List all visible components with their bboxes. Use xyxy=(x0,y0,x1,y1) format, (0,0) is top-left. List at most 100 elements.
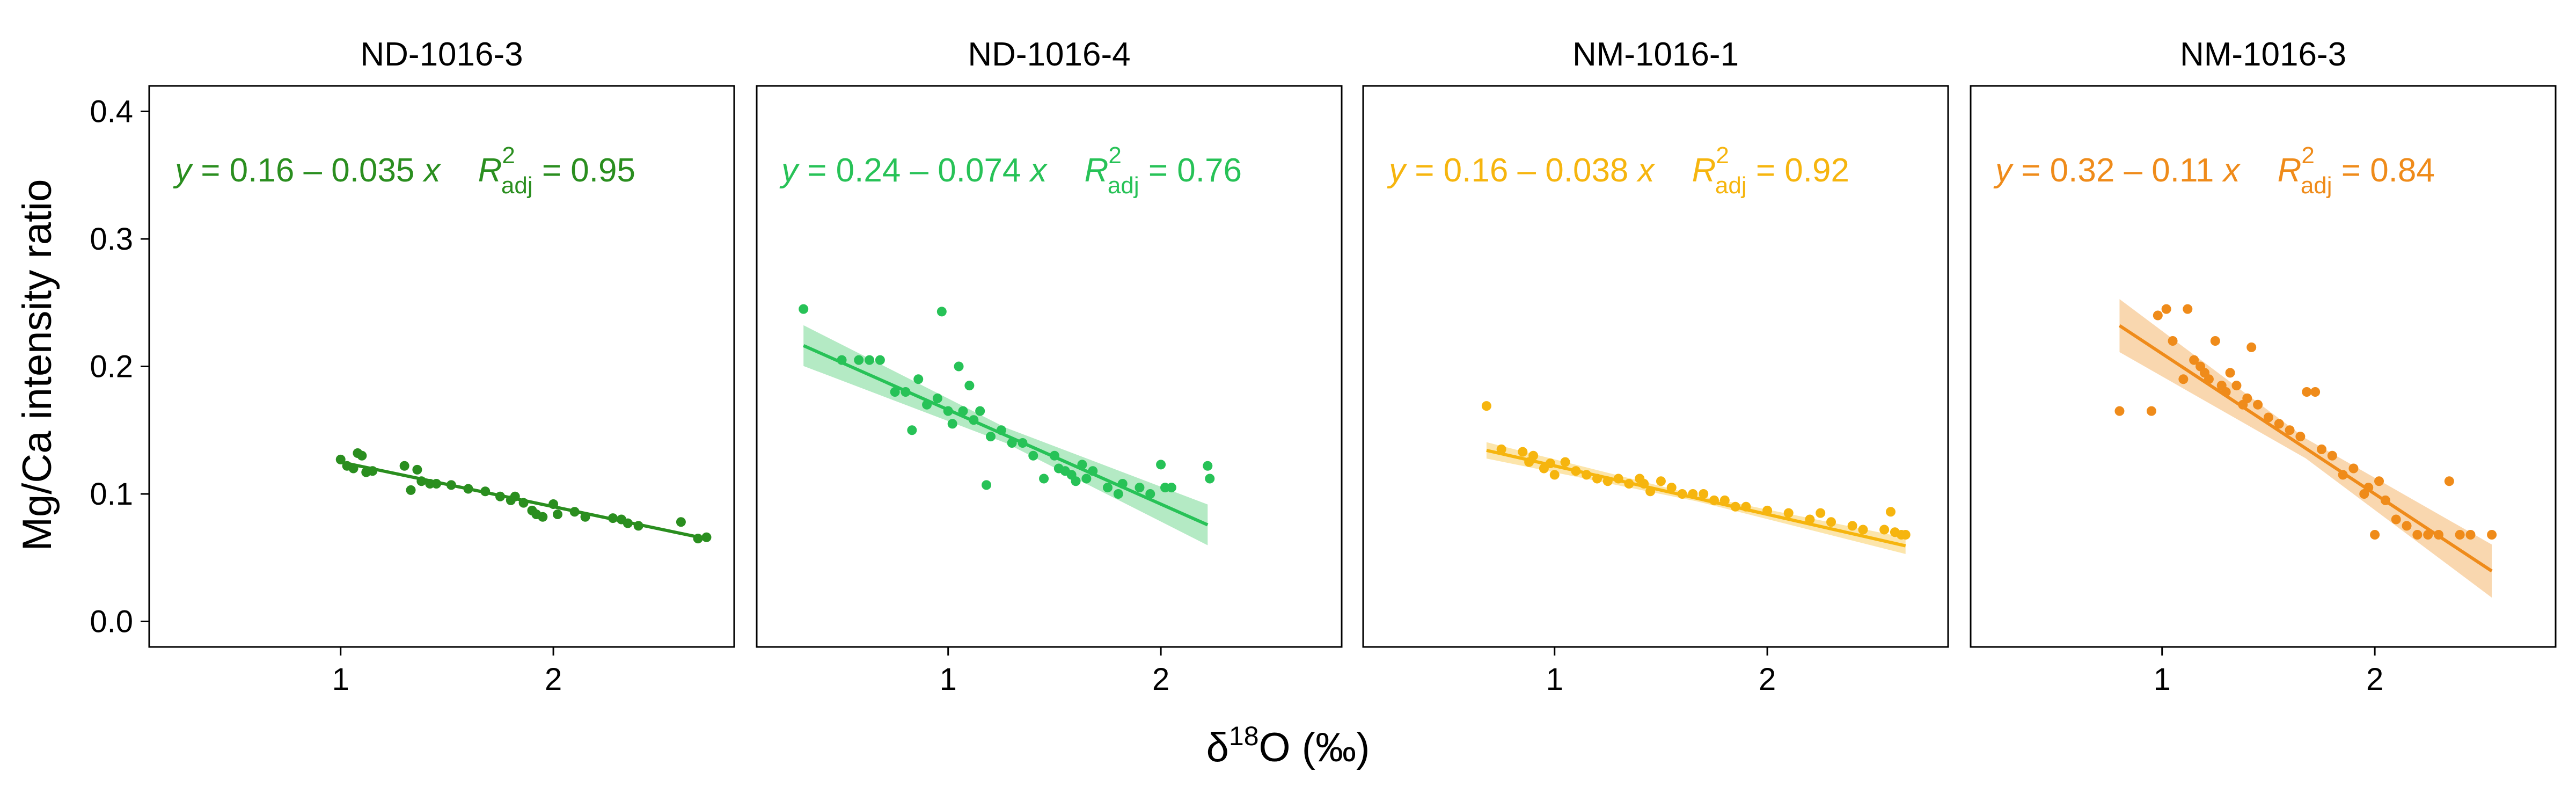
data-point xyxy=(2370,530,2380,540)
data-point xyxy=(2114,406,2125,416)
equation-r-sup: 2 xyxy=(1108,142,1121,169)
data-point xyxy=(2487,530,2497,540)
data-point xyxy=(2161,304,2171,314)
data-point xyxy=(2348,463,2359,474)
equation-r: R xyxy=(2278,152,2302,189)
data-point xyxy=(890,387,900,397)
equation-r: R xyxy=(1085,152,1109,189)
y-tick-label: 0.4 xyxy=(90,94,133,129)
data-point xyxy=(676,517,686,527)
data-point xyxy=(1518,447,1528,457)
data-point xyxy=(2391,514,2401,525)
data-point xyxy=(406,485,416,495)
data-point xyxy=(975,406,985,416)
data-point xyxy=(865,355,875,365)
data-point xyxy=(1885,507,1896,517)
equation-body: = 0.32 – 0.11 xyxy=(2012,152,2223,189)
fit-line xyxy=(802,344,1209,527)
data-point xyxy=(2285,425,2295,435)
panel-frame xyxy=(1970,85,2557,648)
data-point xyxy=(1900,530,1911,540)
data-point xyxy=(2327,450,2337,461)
equation-r-value: = 0.95 xyxy=(533,152,635,189)
x-tick-label: 2 xyxy=(2366,662,2383,697)
panels: ND-1016-3 1 2 0.0 0.1 0.2 0.3 0.4 y = 0.16 – 0.0… xyxy=(90,36,2557,697)
panel-title: NM-1016-3 xyxy=(2180,36,2346,73)
data-point xyxy=(357,450,367,461)
equation-x: x xyxy=(2222,152,2241,189)
data-point xyxy=(1816,508,1826,518)
data-point xyxy=(2183,304,2193,314)
equation-r-sup: 2 xyxy=(2301,142,2314,169)
data-point xyxy=(1656,476,1666,486)
data-point xyxy=(1113,489,1123,499)
data-point xyxy=(1549,470,1560,480)
equation-x: x xyxy=(1636,152,1656,189)
fit-line xyxy=(2118,324,2493,573)
equation-r-sub: adj xyxy=(1715,172,1747,199)
panel-3: NM-1016-11 2y = 0.16 – 0.038 x R2 adj = 0.9… xyxy=(1362,36,1949,697)
data-point xyxy=(2231,381,2242,391)
data-point xyxy=(399,461,409,471)
x-axis-label: δ18O (‰) xyxy=(1206,721,1370,770)
y-tick-label: 0.0 xyxy=(90,605,133,639)
equation-r-value: = 0.84 xyxy=(2332,152,2435,189)
equation-y: y xyxy=(173,152,194,189)
data-point xyxy=(954,361,964,372)
equation-body: = 0.16 – 0.035 xyxy=(192,152,424,189)
data-point xyxy=(1847,521,1857,531)
equation-y: y xyxy=(779,152,800,189)
y-axis-label: Mg/Ca intensity ratio xyxy=(14,179,60,551)
y-tick-label: 0.2 xyxy=(90,350,133,384)
data-point xyxy=(553,509,563,519)
panel-4: NM-1016-31 2y = 0.32 – 0.11 x R2 adj = 0.84 xyxy=(1970,36,2557,697)
panel-title: ND-1016-4 xyxy=(968,36,1130,73)
equation-r: R xyxy=(478,152,502,189)
data-point xyxy=(1560,457,1570,467)
data-point xyxy=(1783,508,1794,518)
data-point xyxy=(1039,474,1049,484)
data-point xyxy=(1071,476,1081,486)
data-point xyxy=(2253,399,2263,410)
data-point xyxy=(2168,336,2178,346)
equation-y: y xyxy=(1387,152,1408,189)
data-point xyxy=(854,355,864,365)
data-point xyxy=(2374,476,2384,486)
data-point xyxy=(1858,525,1868,535)
data-point xyxy=(2153,310,2163,321)
panel-frame xyxy=(1362,85,1949,648)
equation-label: y = 0.24 – 0.074 x R2 adj = 0.76 xyxy=(779,142,1242,199)
equation-r-sup: 2 xyxy=(1716,142,1729,169)
panel-title: NM-1016-1 xyxy=(1572,36,1739,73)
data-point xyxy=(538,512,548,522)
data-point xyxy=(1666,483,1677,493)
x-axis-label-sup: 18 xyxy=(1229,721,1259,751)
panel-2: ND-1016-41 2y = 0.24 – 0.074 x R2 adj = 0.7… xyxy=(756,36,1343,697)
data-point xyxy=(964,381,975,391)
data-point xyxy=(1481,401,1491,411)
data-point xyxy=(2189,355,2199,365)
equation-r-value: = 0.92 xyxy=(1747,152,1849,189)
x-tick-label: 2 xyxy=(1152,662,1169,697)
data-point xyxy=(2302,387,2312,397)
data-point xyxy=(799,304,809,314)
data-point xyxy=(2412,530,2423,540)
data-point xyxy=(2210,336,2220,346)
data-point xyxy=(1081,474,1092,484)
data-point xyxy=(1879,525,1890,535)
y-tick-label: 0.1 xyxy=(90,477,133,512)
y-tick-label: 0.3 xyxy=(90,222,133,257)
data-point xyxy=(1528,450,1539,461)
data-point xyxy=(986,432,996,442)
equation-r-value: = 0.76 xyxy=(1139,152,1242,189)
data-point xyxy=(2263,412,2273,423)
panel-title: ND-1016-3 xyxy=(360,36,523,73)
x-tick-label: 2 xyxy=(545,662,562,697)
fit-line xyxy=(340,460,707,541)
data-point xyxy=(958,406,968,416)
data-point xyxy=(1103,483,1113,493)
data-point xyxy=(2465,530,2476,540)
x-tick-label: 1 xyxy=(2154,662,2171,697)
equation-label: y = 0.16 – 0.038 x R2 adj = 0.92 xyxy=(1387,142,1849,199)
data-point xyxy=(982,480,992,490)
